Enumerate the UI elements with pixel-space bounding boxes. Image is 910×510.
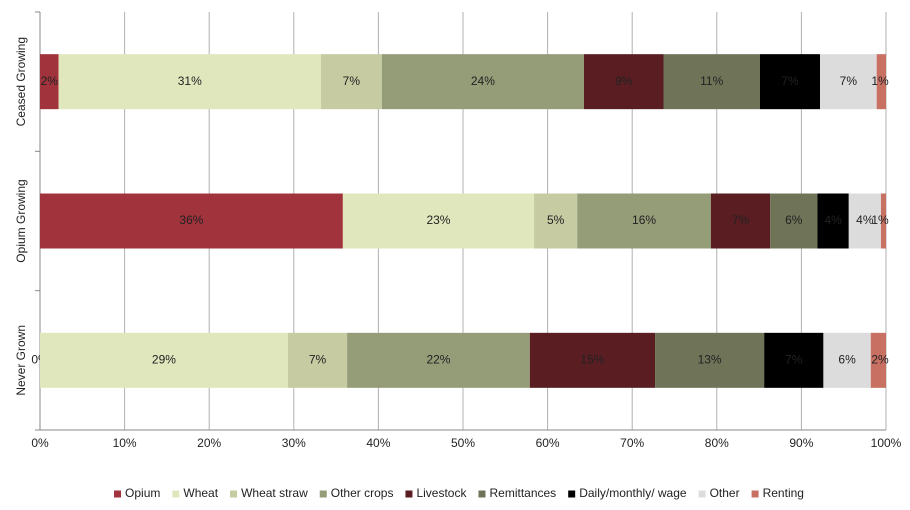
bar-segment — [287, 332, 348, 388]
x-tick-label: 50% — [451, 436, 475, 450]
bar-segment — [759, 54, 821, 110]
bar-segment — [58, 54, 321, 110]
legend-swatch — [751, 490, 759, 498]
legend-swatch — [698, 490, 706, 498]
legend-label: Livestock — [416, 486, 467, 500]
data-label: 1% — [871, 213, 889, 227]
bar-segment — [534, 193, 578, 249]
y-tick-label: Ceased Growing — [14, 37, 28, 126]
data-label: 7% — [309, 353, 327, 367]
legend-swatch — [172, 490, 180, 498]
bar-segment — [40, 332, 288, 388]
bar-segment — [770, 193, 818, 249]
y-tick-label: Never Grown — [14, 325, 28, 396]
bar-segment — [342, 193, 535, 249]
bar-segment — [655, 332, 765, 388]
data-label: 24% — [471, 74, 495, 88]
data-label: 7% — [781, 74, 799, 88]
data-label: 11% — [700, 74, 723, 88]
legend-label: Opium — [125, 486, 160, 500]
bar-segment — [381, 54, 584, 110]
bar-segment — [663, 54, 760, 110]
legend: Opium Wheat Wheat straw Other crops Livestoc… — [114, 486, 804, 500]
data-label: 2% — [871, 353, 889, 367]
bar-segment — [320, 54, 382, 110]
legend-swatch — [319, 490, 327, 498]
legend-label: Other crops — [331, 486, 394, 500]
x-tick-label: 100% — [871, 436, 902, 450]
bar-segment — [870, 332, 886, 388]
data-label: 16% — [632, 213, 656, 227]
data-label: 6% — [838, 353, 856, 367]
legend-label: Other — [710, 486, 740, 500]
x-tick-label: 80% — [705, 436, 729, 450]
bar-segment — [823, 332, 871, 388]
data-label: 29% — [152, 353, 176, 367]
data-label: 31% — [178, 74, 202, 88]
legend-swatch — [478, 490, 486, 498]
data-label: 7% — [343, 74, 361, 88]
x-tick-label: 0% — [31, 436, 49, 450]
data-label: 22% — [426, 353, 450, 367]
bar-segment — [876, 54, 886, 110]
legend-label: Wheat straw — [241, 486, 308, 500]
bar-segment — [577, 193, 711, 249]
legend-label: Wheat — [183, 486, 218, 500]
x-tick-label: 70% — [620, 436, 644, 450]
data-label: 9% — [615, 74, 633, 88]
data-label: 23% — [426, 213, 450, 227]
bar-segment — [40, 193, 343, 249]
data-label: 7% — [732, 213, 750, 227]
data-label: 7% — [840, 74, 858, 88]
legend-swatch — [568, 490, 576, 498]
bar-segment — [710, 193, 771, 249]
y-tick-label: Opium Growing — [14, 179, 28, 262]
legend-swatch — [230, 490, 238, 498]
data-label: 4% — [856, 213, 874, 227]
data-label: 6% — [785, 213, 803, 227]
data-label: 4% — [824, 213, 842, 227]
data-label: 15% — [580, 353, 604, 367]
data-label: 7% — [785, 353, 803, 367]
x-tick-label: 60% — [536, 436, 560, 450]
legend-label: Remittances — [489, 486, 556, 500]
bar-segment — [583, 54, 664, 110]
data-label: 5% — [547, 213, 565, 227]
x-tick-label: 20% — [197, 436, 221, 450]
bar-segment — [848, 193, 881, 249]
bar-segment — [347, 332, 530, 388]
legend-swatch — [114, 490, 122, 498]
bar-segment — [880, 193, 886, 249]
x-tick-label: 90% — [789, 436, 813, 450]
bar-segment — [529, 332, 656, 388]
bar-segment — [820, 54, 877, 110]
data-label: 36% — [179, 213, 203, 227]
x-tick-label: 40% — [366, 436, 390, 450]
legend-label: Renting — [763, 486, 804, 500]
bar-segment — [764, 332, 824, 388]
data-label: 13% — [698, 353, 722, 367]
legend-swatch — [405, 490, 413, 498]
legend-label: Daily/monthly/ wage — [579, 486, 687, 500]
bar-segment — [817, 193, 849, 249]
data-label: 1% — [871, 74, 889, 88]
data-label: 2% — [41, 74, 59, 88]
x-tick-label: 10% — [113, 436, 137, 450]
bar-segment — [40, 54, 59, 110]
x-tick-label: 30% — [282, 436, 306, 450]
